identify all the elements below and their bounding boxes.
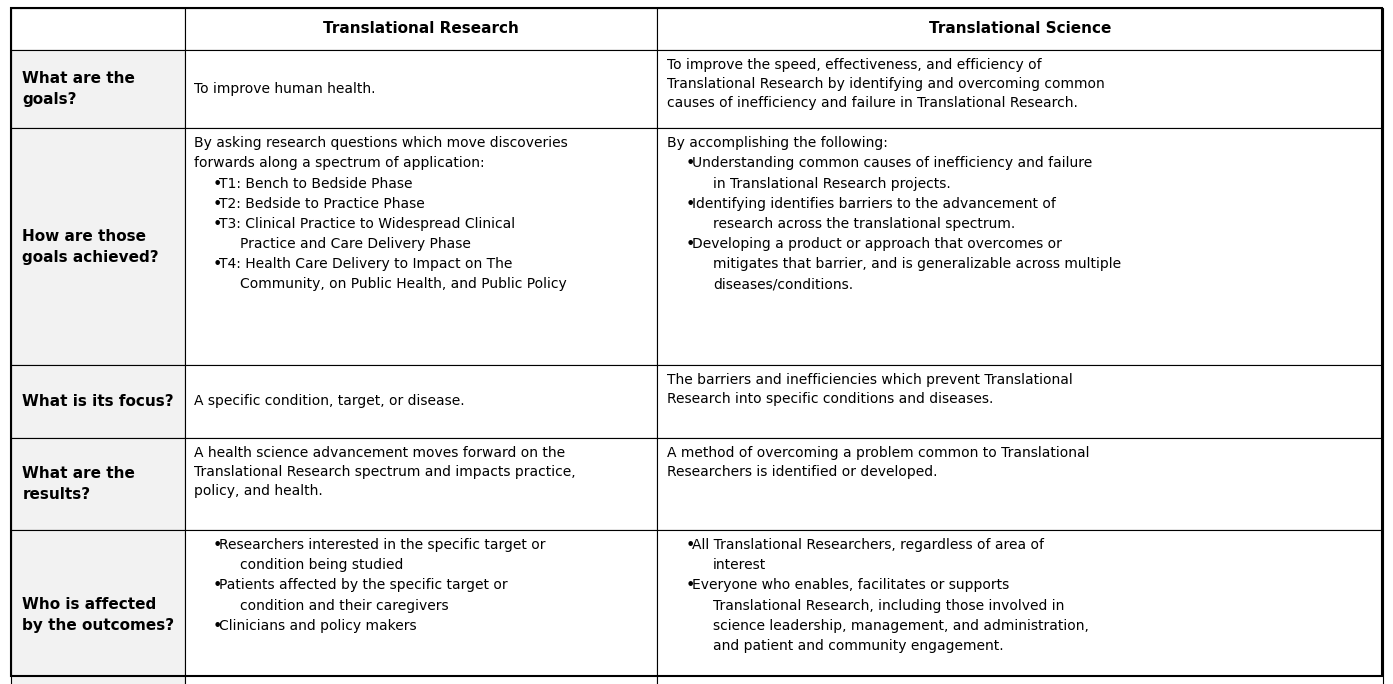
Text: How are those
goals achieved?: How are those goals achieved?: [22, 228, 159, 265]
Bar: [184, 8, 657, 50]
Text: •: •: [685, 538, 695, 553]
Text: Everyone who enables, facilitates or supports: Everyone who enables, facilitates or sup…: [692, 579, 1010, 592]
Text: A health science advancement moves forward on the
Translational Research spectru: A health science advancement moves forwa…: [194, 446, 575, 498]
Bar: [11, 438, 184, 530]
Text: Identifying identifies barriers to the advancement of: Identifying identifies barriers to the a…: [692, 197, 1056, 211]
Text: A method of overcoming a problem common to Translational
Researchers is identifi: A method of overcoming a problem common …: [667, 446, 1089, 479]
Text: T4: Health Care Delivery to Impact on The: T4: Health Care Delivery to Impact on Th…: [219, 257, 513, 271]
Text: research across the translational spectrum.: research across the translational spectr…: [713, 217, 1015, 231]
Bar: [657, 50, 1382, 128]
Text: •: •: [685, 579, 695, 594]
Bar: [184, 438, 657, 530]
Bar: [184, 365, 657, 438]
Text: T3: Clinical Practice to Widespread Clinical: T3: Clinical Practice to Widespread Clin…: [219, 217, 515, 231]
Text: Practice and Care Delivery Phase: Practice and Care Delivery Phase: [240, 237, 471, 251]
Bar: [657, 530, 1382, 684]
Text: Translational Science: Translational Science: [929, 21, 1112, 36]
Bar: [11, 365, 184, 438]
Text: By accomplishing the following:: By accomplishing the following:: [667, 136, 889, 150]
Text: T2: Bedside to Practice Phase: T2: Bedside to Practice Phase: [219, 197, 425, 211]
Bar: [184, 50, 657, 128]
Bar: [11, 8, 184, 50]
Text: •: •: [212, 579, 221, 594]
Text: •: •: [212, 197, 221, 211]
Text: in Translational Research projects.: in Translational Research projects.: [713, 176, 951, 191]
Text: Who is affected
by the outcomes?: Who is affected by the outcomes?: [22, 597, 174, 633]
Text: diseases/conditions.: diseases/conditions.: [713, 277, 854, 291]
Text: Understanding common causes of inefficiency and failure: Understanding common causes of inefficie…: [692, 157, 1092, 170]
Text: •: •: [212, 176, 221, 192]
Bar: [11, 50, 184, 128]
Text: The barriers and inefficiencies which prevent Translational
Research into specif: The barriers and inefficiencies which pr…: [667, 373, 1073, 406]
Text: Patients affected by the specific target or: Patients affected by the specific target…: [219, 579, 508, 592]
Text: condition being studied: condition being studied: [240, 558, 404, 573]
Bar: [11, 128, 184, 365]
Text: condition and their caregivers: condition and their caregivers: [240, 598, 449, 613]
Text: To improve the speed, effectiveness, and efficiency of
Translational Research by: To improve the speed, effectiveness, and…: [667, 58, 1105, 109]
Text: •: •: [212, 538, 221, 553]
Text: By asking research questions which move discoveries: By asking research questions which move …: [194, 136, 568, 150]
Text: forwards along a spectrum of application:: forwards along a spectrum of application…: [194, 157, 485, 170]
Text: interest: interest: [713, 558, 766, 573]
Bar: [657, 438, 1382, 530]
Bar: [657, 365, 1382, 438]
Text: •: •: [685, 197, 695, 211]
Text: science leadership, management, and administration,: science leadership, management, and admi…: [713, 619, 1089, 633]
Text: •: •: [685, 157, 695, 172]
Bar: [657, 8, 1382, 50]
Text: To improve human health.: To improve human health.: [194, 82, 376, 96]
Text: •: •: [685, 237, 695, 252]
Text: Developing a product or approach that overcomes or: Developing a product or approach that ov…: [692, 237, 1061, 251]
Text: A specific condition, target, or disease.: A specific condition, target, or disease…: [194, 395, 465, 408]
Text: •: •: [212, 257, 221, 272]
Bar: [184, 128, 657, 365]
Text: Translational Research, including those involved in: Translational Research, including those …: [713, 598, 1064, 613]
Text: What are the
results?: What are the results?: [22, 466, 135, 502]
Bar: [11, 530, 184, 684]
Text: Community, on Public Health, and Public Policy: Community, on Public Health, and Public …: [240, 277, 567, 291]
Text: Translational Research: Translational Research: [323, 21, 520, 36]
Text: Researchers interested in the specific target or: Researchers interested in the specific t…: [219, 538, 546, 552]
Text: All Translational Researchers, regardless of area of: All Translational Researchers, regardles…: [692, 538, 1045, 552]
Bar: [184, 530, 657, 684]
Text: T1: Bench to Bedside Phase: T1: Bench to Bedside Phase: [219, 176, 412, 191]
Text: Clinicians and policy makers: Clinicians and policy makers: [219, 619, 417, 633]
Text: •: •: [212, 619, 221, 633]
Text: What are the
goals?: What are the goals?: [22, 71, 135, 107]
Bar: [657, 128, 1382, 365]
Text: •: •: [212, 217, 221, 232]
Text: and patient and community engagement.: and patient and community engagement.: [713, 639, 1004, 653]
Text: What is its focus?: What is its focus?: [22, 394, 174, 409]
Text: mitigates that barrier, and is generalizable across multiple: mitigates that barrier, and is generaliz…: [713, 257, 1121, 271]
